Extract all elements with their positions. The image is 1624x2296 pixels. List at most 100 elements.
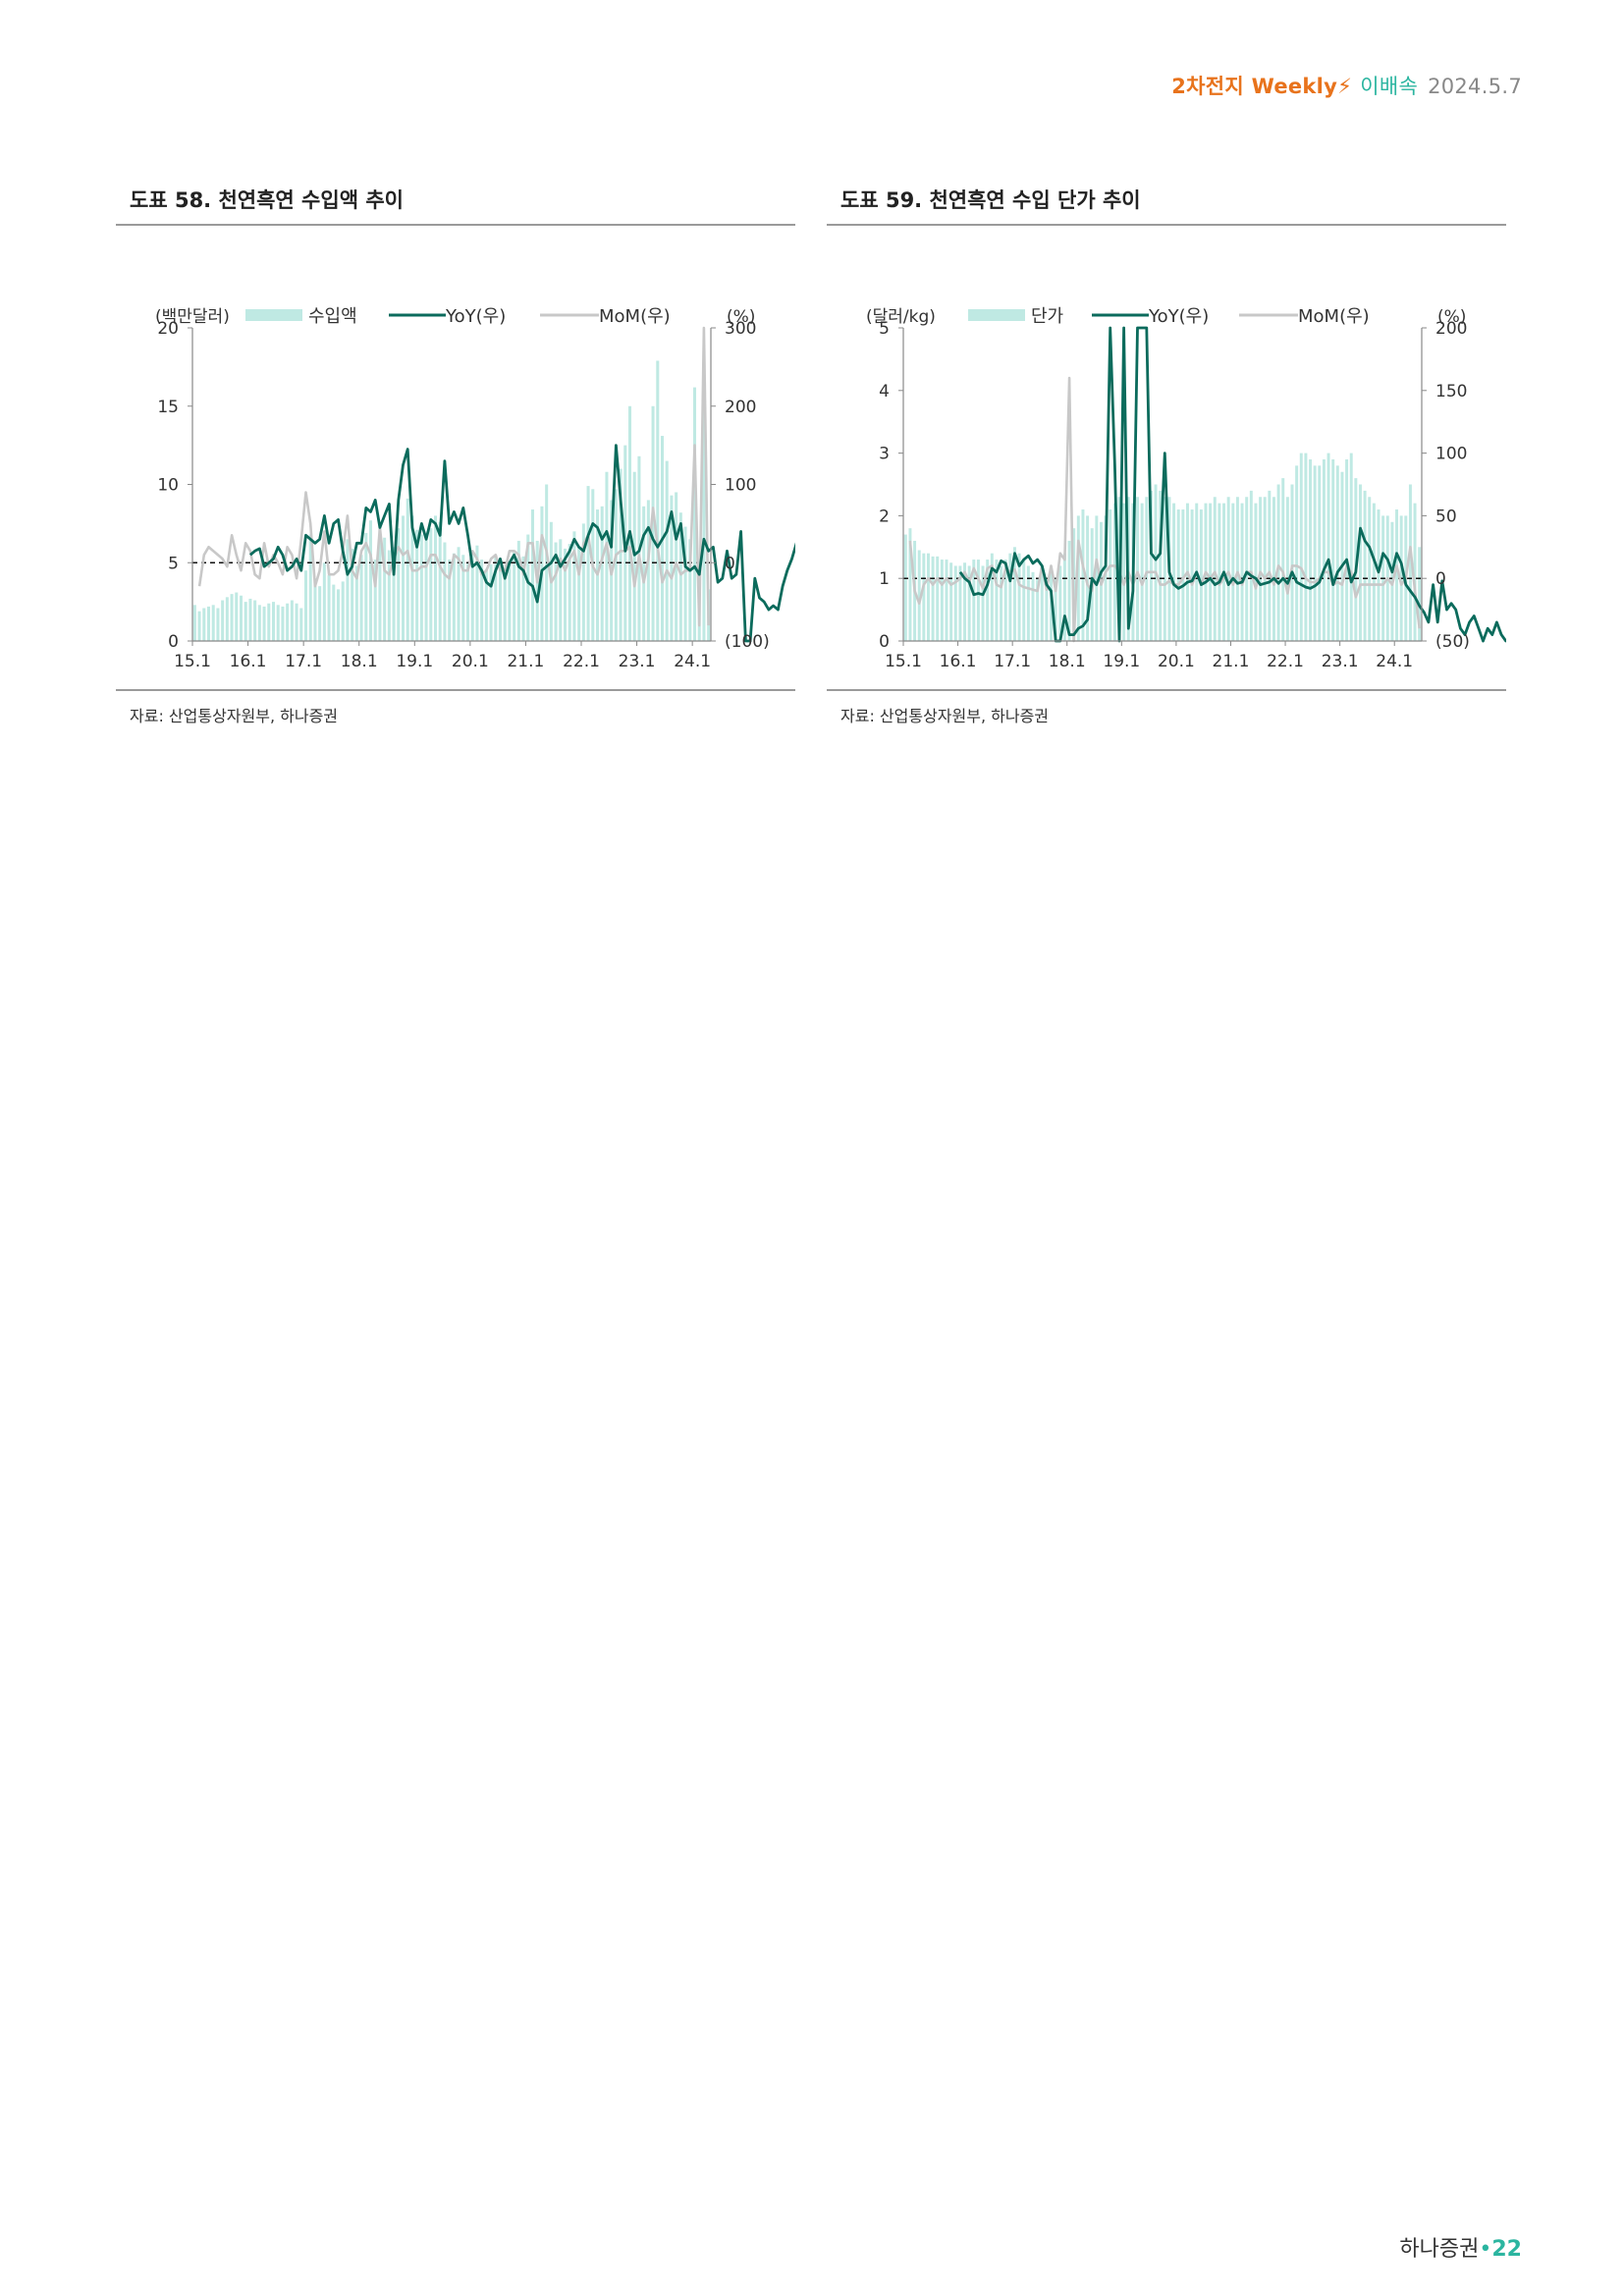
x-tick-label: 22.1 xyxy=(563,652,600,671)
bar xyxy=(513,550,516,641)
bar xyxy=(410,515,414,641)
bar xyxy=(581,523,585,641)
bar xyxy=(1209,503,1213,641)
bar xyxy=(917,550,921,641)
bar xyxy=(286,603,290,641)
chart-panel-59: 도표 59. 천연흑연 수입 단가 추이 0 1 2 3 4 5 (50) 0 50 100 150… xyxy=(827,185,1506,726)
bar xyxy=(419,534,423,641)
bar xyxy=(503,573,507,641)
bar xyxy=(1136,497,1140,641)
bar xyxy=(1040,571,1044,641)
bar xyxy=(318,586,322,641)
bar xyxy=(271,602,276,641)
left-axis-unit: (달러/kg) xyxy=(866,307,936,327)
bar xyxy=(336,589,341,641)
bar xyxy=(963,562,967,641)
right-axis-unit: (%) xyxy=(727,307,755,327)
bar xyxy=(322,562,326,641)
bar xyxy=(248,598,252,641)
bar xyxy=(424,539,428,641)
chart-source: 자료: 산업통상자원부, 하나증권 xyxy=(840,707,1050,725)
x-tick-label: 15.1 xyxy=(885,652,922,671)
report-author: 이배속 xyxy=(1360,75,1419,98)
x-tick-label: 19.1 xyxy=(396,652,433,671)
bar xyxy=(383,537,387,641)
bar xyxy=(346,539,350,641)
x-tick-label: 16.1 xyxy=(940,652,977,671)
right-axis-unit: (%) xyxy=(1437,307,1466,327)
bar xyxy=(1199,509,1203,641)
bar xyxy=(397,528,401,641)
legend-bar-label: 단가 xyxy=(1031,306,1063,327)
left-tick-label: 10 xyxy=(157,476,179,496)
bar xyxy=(1268,490,1272,641)
left-tick-label: 4 xyxy=(879,382,890,401)
bar xyxy=(976,560,980,641)
bar xyxy=(1003,560,1007,641)
bar xyxy=(373,560,377,641)
bar xyxy=(632,471,636,641)
right-tick-label: 0 xyxy=(725,554,735,573)
bar xyxy=(494,555,498,641)
bar xyxy=(670,495,674,641)
bar xyxy=(986,560,990,641)
bar xyxy=(627,405,632,641)
x-tick-label: 16.1 xyxy=(230,652,267,671)
bar xyxy=(225,597,229,641)
bar xyxy=(1290,484,1294,641)
bar xyxy=(995,560,999,641)
chart-source: 자료: 산업통상자원부, 하나증권 xyxy=(130,707,339,725)
bar xyxy=(1026,565,1030,641)
bar xyxy=(521,556,525,641)
bar xyxy=(1304,453,1308,641)
bar xyxy=(341,581,345,641)
bar xyxy=(281,606,285,641)
left-tick-label: 1 xyxy=(879,569,890,589)
x-tick-label: 19.1 xyxy=(1103,652,1140,671)
x-tick-label: 17.1 xyxy=(994,652,1031,671)
bar xyxy=(1335,465,1339,641)
bar xyxy=(197,611,201,641)
bar xyxy=(702,374,706,641)
bar xyxy=(1190,509,1194,641)
bar xyxy=(614,489,618,641)
x-tick-label: 18.1 xyxy=(341,652,378,671)
bar xyxy=(1408,484,1412,641)
bar xyxy=(484,568,488,641)
bar xyxy=(230,594,234,641)
bar xyxy=(1263,497,1267,641)
report-series-title: 2차전지 Weekly xyxy=(1171,75,1338,98)
legend-mom-label: MoM(우) xyxy=(599,306,671,327)
bar xyxy=(257,605,261,641)
report-header: 2차전지 Weekly⚡ 이배속 2024.5.7 xyxy=(1171,71,1522,100)
bar xyxy=(392,547,396,641)
bar xyxy=(461,555,465,641)
bar xyxy=(1249,490,1253,641)
bar xyxy=(683,526,687,641)
bar xyxy=(1235,497,1239,641)
bar xyxy=(290,600,294,641)
bar xyxy=(936,556,940,641)
bar xyxy=(1295,465,1299,641)
bar xyxy=(1008,553,1012,641)
bar xyxy=(387,550,391,641)
bar xyxy=(244,602,247,641)
bar xyxy=(678,512,682,641)
bar xyxy=(332,584,336,641)
bar xyxy=(1163,497,1166,641)
bar xyxy=(448,560,452,641)
bar xyxy=(926,553,930,641)
bar xyxy=(443,542,447,641)
bar xyxy=(692,387,697,641)
bar xyxy=(1340,471,1344,641)
bar xyxy=(313,578,317,641)
legend-bar-swatch xyxy=(245,309,302,321)
bar xyxy=(1213,497,1217,641)
chart-area: 0 1 2 3 4 5 (50) 0 50 100 150 200 15.1 16.1 17.1 18.1 19… xyxy=(827,226,1506,691)
bar xyxy=(470,552,474,641)
bar xyxy=(457,547,460,641)
bar xyxy=(572,531,576,641)
bar xyxy=(1086,515,1090,641)
right-tick-label: (50) xyxy=(1435,632,1470,652)
bar xyxy=(1095,515,1099,641)
